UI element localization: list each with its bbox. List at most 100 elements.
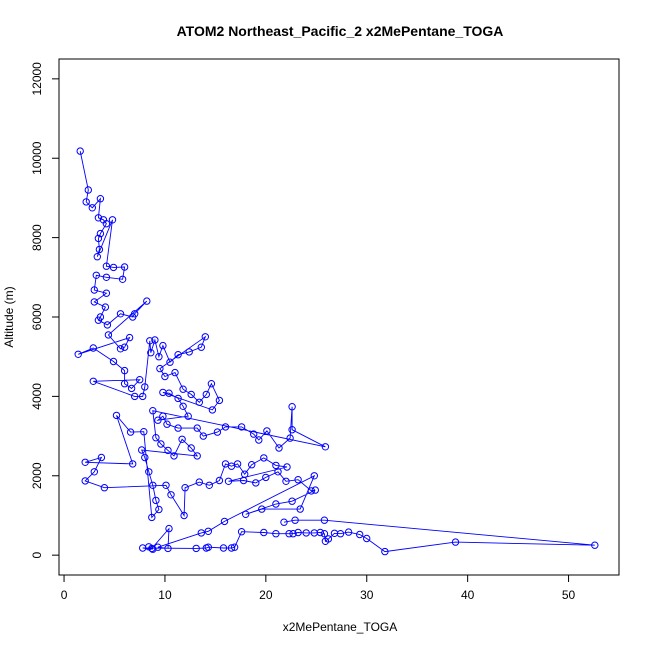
data-point bbox=[197, 343, 206, 351]
data-point bbox=[213, 428, 222, 436]
data-point bbox=[336, 530, 345, 538]
y-tick-label: 2000 bbox=[30, 462, 44, 489]
data-point bbox=[112, 411, 121, 420]
y-tick-label: 6000 bbox=[30, 303, 44, 330]
data-point bbox=[283, 463, 291, 471]
data-point bbox=[174, 351, 182, 359]
data-point bbox=[197, 529, 206, 537]
data-point bbox=[120, 380, 129, 388]
data-point bbox=[90, 286, 99, 294]
series-line bbox=[78, 151, 595, 553]
data-point bbox=[81, 458, 89, 466]
x-axis-label: x2MePentane_TOGA bbox=[283, 620, 398, 634]
data-point bbox=[296, 505, 304, 513]
data-point bbox=[171, 368, 179, 377]
data-point bbox=[178, 435, 186, 443]
data-point bbox=[255, 436, 263, 444]
data-point bbox=[145, 468, 153, 476]
data-series bbox=[74, 147, 599, 556]
data-point bbox=[184, 412, 192, 420]
data-point bbox=[193, 452, 201, 460]
data-point bbox=[92, 271, 101, 279]
data-point bbox=[136, 376, 144, 384]
data-point bbox=[138, 446, 146, 454]
data-point bbox=[252, 479, 260, 487]
data-point bbox=[310, 472, 318, 480]
x-tick-label: 10 bbox=[158, 588, 172, 602]
data-point bbox=[185, 348, 193, 356]
data-point bbox=[170, 452, 178, 460]
data-point bbox=[187, 444, 195, 452]
y-axis: 0 2000 4000 6000 8000 10000 12000 bbox=[30, 62, 60, 558]
data-point bbox=[156, 364, 164, 373]
data-point bbox=[363, 534, 371, 543]
data-point bbox=[260, 454, 268, 462]
y-tick-label: 0 bbox=[30, 551, 44, 558]
data-point bbox=[118, 275, 127, 283]
x-tick-label: 30 bbox=[360, 588, 374, 602]
data-point bbox=[167, 491, 175, 499]
data-point bbox=[81, 477, 89, 485]
x-tick-label: 40 bbox=[461, 588, 475, 602]
data-point bbox=[272, 530, 280, 538]
data-point bbox=[96, 229, 105, 238]
data-point bbox=[94, 234, 103, 243]
data-point bbox=[275, 444, 283, 452]
data-point bbox=[74, 350, 82, 358]
data-point bbox=[140, 428, 148, 436]
data-point bbox=[288, 403, 296, 411]
data-point bbox=[155, 353, 163, 361]
data-point bbox=[262, 473, 270, 482]
data-point bbox=[94, 214, 103, 222]
data-point bbox=[230, 543, 239, 551]
data-point bbox=[180, 511, 188, 520]
data-point bbox=[89, 344, 98, 352]
data-point bbox=[76, 147, 84, 155]
data-point bbox=[204, 527, 213, 535]
data-point bbox=[227, 462, 236, 470]
data-point bbox=[96, 195, 105, 203]
data-point bbox=[381, 547, 389, 556]
data-point bbox=[451, 538, 460, 546]
data-point bbox=[152, 496, 160, 505]
data-point bbox=[316, 528, 324, 537]
data-point bbox=[162, 481, 170, 489]
data-point bbox=[233, 460, 242, 468]
data-point bbox=[302, 529, 310, 537]
y-tick-label: 8000 bbox=[30, 224, 44, 251]
data-point bbox=[201, 333, 210, 341]
data-point bbox=[129, 460, 137, 468]
x-tick-label: 0 bbox=[61, 588, 68, 602]
y-axis-label: Altitude (m) bbox=[2, 286, 16, 347]
data-point bbox=[272, 500, 280, 508]
data-point bbox=[280, 518, 288, 526]
data-point bbox=[174, 424, 182, 432]
y-tick-label: 4000 bbox=[30, 383, 44, 410]
data-point bbox=[205, 481, 214, 489]
data-point bbox=[215, 396, 224, 405]
data-point bbox=[149, 545, 157, 553]
x-tick-label: 50 bbox=[562, 588, 576, 602]
data-point bbox=[208, 406, 217, 414]
data-point bbox=[237, 528, 246, 536]
data-point bbox=[193, 424, 201, 432]
data-point bbox=[248, 461, 256, 469]
data-point bbox=[108, 216, 117, 224]
data-point bbox=[207, 380, 216, 388]
data-point bbox=[125, 333, 134, 342]
data-point bbox=[149, 481, 157, 489]
data-point bbox=[152, 434, 160, 442]
data-point bbox=[199, 432, 208, 440]
data-point bbox=[102, 220, 111, 228]
data-point bbox=[139, 392, 147, 401]
data-point bbox=[131, 392, 139, 401]
data-point bbox=[291, 516, 299, 524]
data-point bbox=[84, 186, 93, 194]
data-point bbox=[215, 476, 224, 485]
data-point bbox=[272, 461, 280, 470]
data-point bbox=[164, 446, 172, 455]
data-point bbox=[286, 434, 294, 442]
data-point bbox=[320, 530, 329, 538]
data-point bbox=[120, 343, 129, 351]
data-point bbox=[93, 253, 102, 261]
